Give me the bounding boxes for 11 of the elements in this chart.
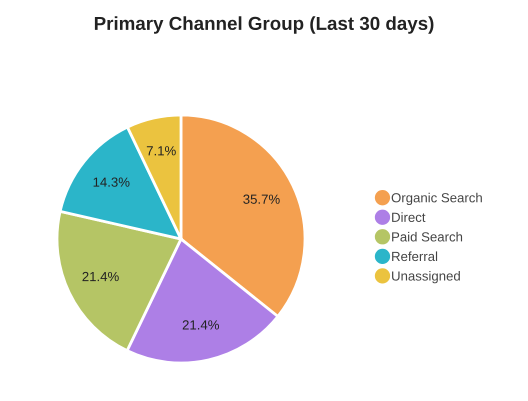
data-label: 21.4% (82, 272, 119, 282)
legend-label: Direct (392, 212, 426, 222)
legend-label: Referral (392, 251, 438, 262)
chart-title: Primary Channel Group (Last 30 days) (94, 16, 434, 34)
legend-label: Organic Search (392, 192, 482, 206)
data-label: 35.7% (243, 194, 280, 204)
data-label: 7.1% (146, 146, 176, 156)
legend-label: Unassigned (392, 270, 460, 284)
data-label: 21.4% (182, 320, 220, 330)
legend-label: Paid Search (392, 232, 462, 242)
data-label: 14.3% (94, 177, 130, 187)
